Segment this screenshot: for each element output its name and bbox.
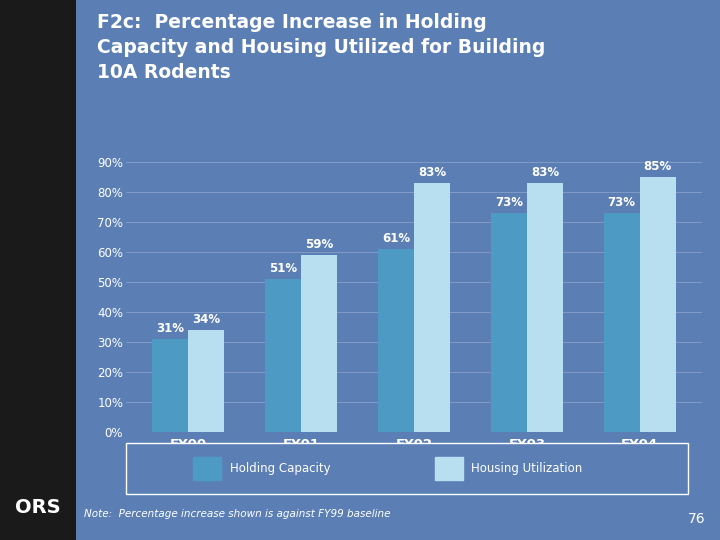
Text: 59%: 59% [305,238,333,252]
Text: ORS: ORS [15,498,60,517]
Text: 61%: 61% [382,232,410,245]
Bar [265,279,301,432]
Text: 51%: 51% [269,262,297,275]
Text: 76: 76 [688,512,705,526]
Bar [435,457,463,480]
Bar [414,183,450,432]
Bar [301,255,337,432]
Text: 83%: 83% [418,166,446,179]
Bar [639,177,676,432]
Text: 73%: 73% [495,197,523,210]
Text: Housing Utilization: Housing Utilization [472,462,582,475]
Bar [603,213,639,432]
FancyBboxPatch shape [126,443,688,494]
Text: Note:  Percentage increase shown is against FY99 baseline: Note: Percentage increase shown is again… [84,509,390,519]
Bar [189,330,225,432]
Text: 83%: 83% [531,166,559,179]
Text: Holding Capacity: Holding Capacity [230,462,330,475]
Bar [378,249,414,432]
Text: 73%: 73% [608,197,636,210]
Bar [194,457,222,480]
Text: 34%: 34% [192,313,220,326]
Text: 85%: 85% [644,160,672,173]
Text: F2c:  Percentage Increase in Holding
Capacity and Housing Utilized for Building
: F2c: Percentage Increase in Holding Capa… [97,13,545,82]
Bar [527,183,563,432]
Text: 31%: 31% [156,322,184,335]
Bar [491,213,527,432]
Bar [152,339,189,432]
